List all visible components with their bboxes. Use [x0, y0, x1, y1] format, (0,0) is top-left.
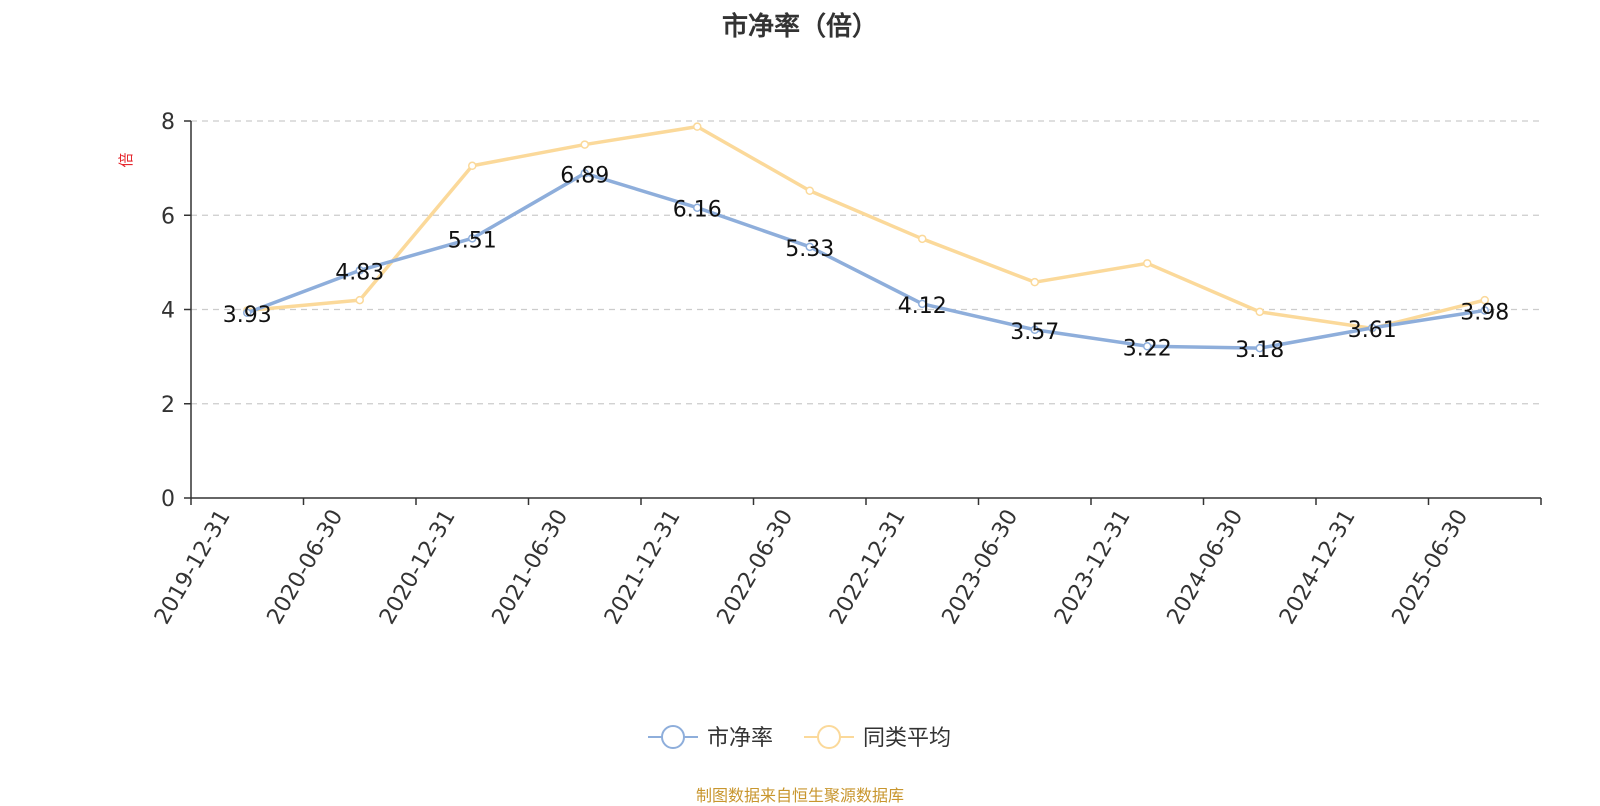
y-tick-label: 2: [161, 393, 175, 418]
data-point: [1030, 277, 1039, 287]
legend-label: 市净率: [707, 726, 773, 751]
data-point: [1143, 342, 1152, 351]
legend-item-0[interactable]: 市净率: [648, 725, 773, 751]
data-label: 3.93: [223, 303, 272, 328]
legend-label: 同类平均: [863, 726, 951, 751]
legend-swatch-marker: [661, 725, 685, 749]
series-line-0: [245, 171, 1487, 350]
data-point: [468, 161, 477, 171]
data-point: [243, 308, 252, 318]
data-label: 3.57: [1010, 320, 1059, 345]
data-label: 3.61: [1348, 318, 1397, 343]
data-point: [355, 266, 364, 275]
data-point: [1143, 259, 1152, 268]
y-tick-label: 8: [161, 110, 175, 135]
x-tick-label: 2022-06-30: [713, 506, 799, 629]
x-tick-label: 2020-12-31: [375, 506, 461, 629]
x-tick-label: 2023-06-30: [938, 506, 1024, 629]
data-label: 4.12: [898, 294, 947, 319]
data-point: [1030, 325, 1039, 335]
data-point: [1368, 323, 1377, 333]
series-line-1: [245, 124, 1487, 331]
data-point: [918, 234, 927, 244]
data-point: [580, 169, 589, 178]
data-point: [468, 234, 477, 243]
axes: 0 2 4 6 8 2019-12-31 2020-06-30 2020-12-31 2021-…: [150, 110, 1542, 629]
data-point: [1480, 306, 1489, 315]
data-point: [805, 186, 814, 195]
chart-title: 市净率（倍）: [721, 12, 878, 42]
source-note: 制图数据来自恒生聚源数据库: [695, 786, 904, 805]
data-point: [918, 299, 927, 309]
x-tick-label: 2024-12-31: [1275, 506, 1361, 629]
x-tick-label: 2024-06-30: [1163, 506, 1249, 629]
x-tick-label: 2021-06-30: [488, 506, 574, 629]
data-label: 4.83: [335, 260, 384, 285]
y-tick-label: 0: [161, 487, 175, 512]
x-tick-label: 2025-06-30: [1388, 506, 1474, 629]
y-axis-label: 倍: [117, 152, 135, 167]
x-tick-label: 2021-12-31: [600, 506, 686, 629]
series-lines: [243, 122, 1489, 353]
legend-item-1[interactable]: 同类平均: [804, 725, 951, 751]
y-tick-label: 4: [161, 299, 175, 324]
legend[interactable]: 市净率 同类平均: [648, 725, 951, 751]
data-label: 3.18: [1235, 338, 1284, 363]
x-tick-label: 2019-12-31: [150, 506, 236, 629]
x-tick-label: 2020-06-30: [263, 506, 349, 629]
data-point: [1480, 295, 1489, 305]
data-label: 5.51: [448, 228, 497, 253]
data-label: 3.98: [1460, 300, 1509, 325]
data-label: 3.22: [1123, 336, 1172, 361]
x-tick-label: 2022-12-31: [825, 506, 911, 629]
data-labels: 3.93 4.83 5.51 6.89 6.16 5.33 4.12 3.57 3.22 3.18…: [223, 163, 1509, 363]
y-tick-label: 6: [161, 204, 175, 229]
x-tick-label: 2023-12-31: [1050, 506, 1136, 629]
data-label: 5.33: [785, 237, 834, 262]
data-point: [805, 242, 814, 252]
legend-swatch-marker: [817, 725, 841, 749]
data-point: [1255, 307, 1264, 317]
data-point: [355, 295, 364, 305]
data-label: 6.16: [673, 198, 722, 223]
data-label: 6.89: [560, 163, 609, 188]
data-point: [580, 140, 589, 149]
data-point: [1255, 343, 1264, 353]
data-point: [693, 203, 702, 212]
data-point: [693, 122, 702, 131]
